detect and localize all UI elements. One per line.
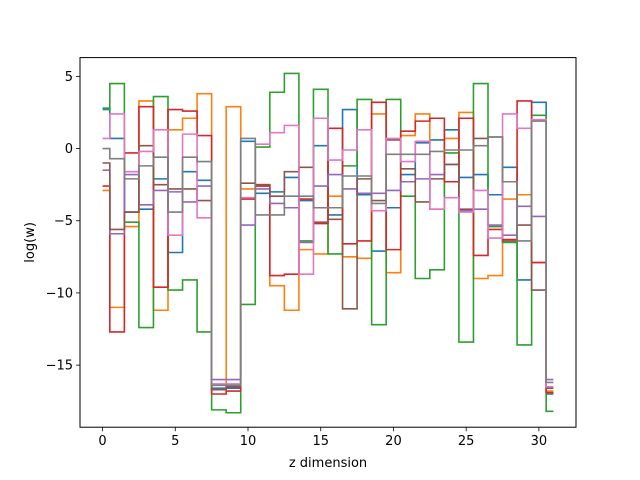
y-tick-label: 0: [65, 142, 73, 157]
x-tick-label: 5: [171, 434, 179, 449]
y-tick-label: −15: [46, 359, 73, 374]
series-line-5: [102, 163, 554, 381]
x-tick-label: 30: [531, 434, 548, 449]
y-axis: −15 −10 −5 0 5: [46, 70, 80, 374]
x-tick-label: 0: [98, 434, 106, 449]
y-tick-label: 5: [65, 70, 73, 85]
series-line-7: [102, 113, 554, 388]
series-line-6: [102, 136, 554, 391]
x-tick-label: 10: [240, 434, 257, 449]
y-axis-label: log(w): [23, 222, 38, 263]
series-layer: [102, 72, 554, 414]
series-line-8: [102, 120, 554, 387]
x-tick-label: 25: [458, 434, 475, 449]
x-tick-label: 15: [312, 434, 329, 449]
plot-frame: [79, 57, 577, 428]
y-tick-label: −5: [54, 214, 73, 229]
x-axis: 0 5 10 15 20 25 30: [98, 427, 547, 449]
x-tick-label: 20: [385, 434, 402, 449]
x-axis-label: z dimension: [289, 456, 367, 471]
y-tick-label: −10: [46, 286, 73, 301]
